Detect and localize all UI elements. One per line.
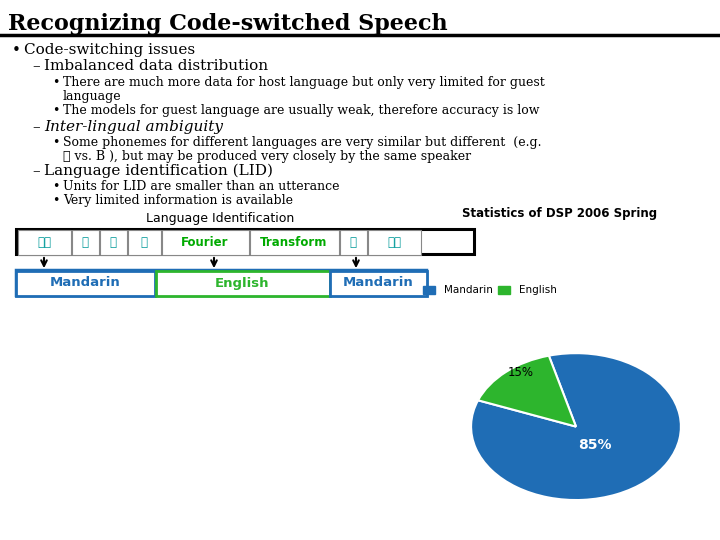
Text: •: • (52, 76, 59, 89)
Text: Inter-lingual ambiguity: Inter-lingual ambiguity (44, 120, 223, 134)
Text: •: • (12, 43, 21, 58)
Text: There are much more data for host language but only very limited for guest: There are much more data for host langua… (63, 76, 545, 89)
Text: Units for LID are smaller than an utterance: Units for LID are smaller than an uttera… (63, 180, 340, 193)
FancyBboxPatch shape (161, 230, 248, 254)
Text: 兒 vs. B ), but may be produced very closely by the same speaker: 兒 vs. B ), but may be produced very clos… (63, 150, 471, 163)
Text: Language Identification: Language Identification (146, 212, 294, 225)
FancyBboxPatch shape (127, 230, 161, 254)
Text: 85%: 85% (578, 438, 611, 452)
Text: Very limited information is available: Very limited information is available (63, 194, 293, 207)
Text: 15%: 15% (508, 366, 534, 380)
Wedge shape (478, 356, 576, 427)
Text: English: English (215, 276, 270, 289)
Legend: Mandarin, English: Mandarin, English (418, 281, 561, 300)
Text: •: • (52, 180, 59, 193)
Wedge shape (471, 353, 681, 500)
Text: –: – (32, 59, 40, 73)
Text: Imbalanced data distribution: Imbalanced data distribution (44, 59, 268, 73)
Text: •: • (52, 194, 59, 207)
FancyBboxPatch shape (17, 230, 71, 254)
Text: Some phonemes for different languages are very similar but different  (e.g.: Some phonemes for different languages ar… (63, 136, 541, 149)
Text: 的: 的 (349, 235, 356, 248)
Text: •: • (52, 104, 59, 117)
FancyBboxPatch shape (71, 230, 99, 254)
Text: Language identification (LID): Language identification (LID) (44, 164, 273, 178)
Text: Mandarin: Mandarin (50, 276, 120, 289)
Text: Mandarin: Mandarin (343, 276, 413, 289)
Text: –: – (32, 120, 40, 134)
FancyBboxPatch shape (16, 271, 155, 295)
FancyBboxPatch shape (99, 230, 127, 254)
Text: 講: 講 (140, 235, 148, 248)
Text: –: – (32, 164, 40, 178)
FancyBboxPatch shape (367, 230, 420, 254)
Text: 在: 在 (109, 235, 117, 248)
Text: 這裡: 這裡 (37, 235, 51, 248)
Text: Code-switching issues: Code-switching issues (24, 43, 195, 57)
Text: •: • (52, 136, 59, 149)
Text: Statistics of DSP 2006 Spring: Statistics of DSP 2006 Spring (462, 207, 657, 220)
FancyBboxPatch shape (156, 271, 330, 295)
FancyBboxPatch shape (340, 230, 366, 254)
Text: The models for guest language are usually weak, therefore accuracy is low: The models for guest language are usuall… (63, 104, 539, 117)
Text: 性質: 性質 (387, 235, 401, 248)
Text: language: language (63, 90, 122, 103)
FancyBboxPatch shape (16, 270, 426, 295)
Text: 是: 是 (81, 235, 89, 248)
FancyBboxPatch shape (16, 229, 474, 254)
Text: Recognizing Code-switched Speech: Recognizing Code-switched Speech (8, 13, 448, 35)
Text: Fourier: Fourier (181, 235, 229, 248)
Text: Transform: Transform (261, 235, 328, 248)
FancyBboxPatch shape (330, 271, 426, 295)
FancyBboxPatch shape (250, 230, 338, 254)
